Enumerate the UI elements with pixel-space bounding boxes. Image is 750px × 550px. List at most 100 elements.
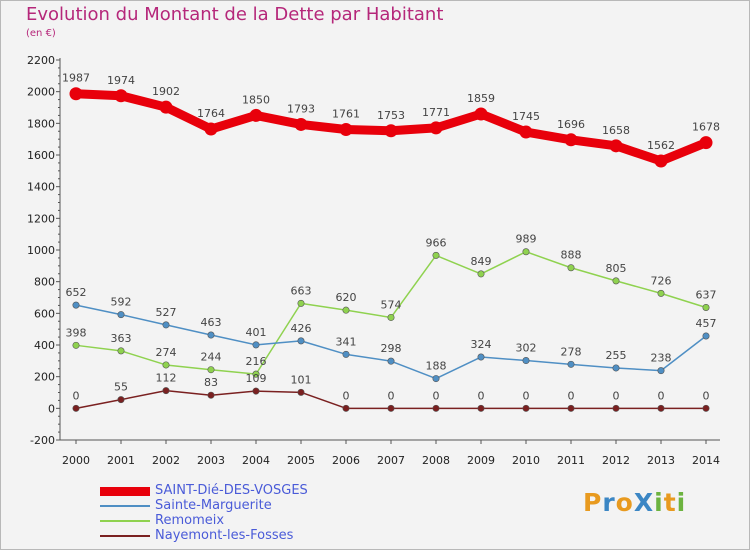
- y-tick-label: 0: [48, 402, 55, 415]
- series-point-2: [297, 299, 305, 307]
- series-point-3: [387, 404, 395, 412]
- y-tick-label: 2000: [27, 86, 55, 99]
- series-point-0: [69, 87, 83, 101]
- series-point-3: [162, 387, 170, 395]
- x-tick-label: 2003: [197, 454, 225, 467]
- series-point-0: [519, 125, 533, 139]
- series-point-0: [384, 124, 398, 138]
- series-point-3: [297, 388, 305, 396]
- series-point-3: [522, 404, 530, 412]
- y-tick-label: 1800: [27, 117, 55, 130]
- y-tick-label: 400: [34, 339, 55, 352]
- y-tick-label: 1000: [27, 244, 55, 257]
- series-point-2: [162, 361, 170, 369]
- data-label-1: 426: [291, 322, 312, 335]
- series-point-1: [297, 337, 305, 345]
- logo-letter: i: [654, 488, 664, 517]
- series-point-2: [612, 277, 620, 285]
- data-label-0: 1753: [377, 109, 405, 122]
- series-point-1: [477, 353, 485, 361]
- logo-letter: X: [633, 488, 655, 517]
- series-point-3: [72, 404, 80, 412]
- data-label-0: 1658: [602, 124, 630, 137]
- x-tick-label: 2000: [62, 454, 90, 467]
- legend-swatch-sainte-marguerite: [100, 505, 150, 507]
- data-label-2: 244: [201, 351, 222, 364]
- data-label-2: 574: [381, 298, 402, 311]
- series-point-3: [567, 404, 575, 412]
- series-point-0: [474, 107, 488, 121]
- x-tick-label: 2005: [287, 454, 315, 467]
- x-tick-label: 2011: [557, 454, 585, 467]
- data-label-0: 1761: [332, 108, 360, 121]
- y-tick-label: 1400: [27, 181, 55, 194]
- series-point-1: [567, 360, 575, 368]
- y-tick-label: 200: [34, 371, 55, 384]
- data-label-0: 1745: [512, 110, 540, 123]
- chart-subtitle: (en €): [26, 28, 56, 39]
- series-point-0: [339, 123, 353, 137]
- data-label-0: 1974: [107, 74, 135, 87]
- series-point-3: [207, 391, 215, 399]
- data-label-2: 989: [516, 233, 537, 246]
- series-point-2: [342, 306, 350, 314]
- series-point-2: [522, 248, 530, 256]
- data-label-2: 726: [651, 274, 672, 287]
- legend-swatch-nayemont: [100, 535, 150, 537]
- data-label-3: 0: [568, 389, 575, 402]
- data-label-1: 592: [111, 296, 132, 309]
- series-point-1: [252, 341, 260, 349]
- data-label-2: 620: [336, 291, 357, 304]
- x-tick-label: 2010: [512, 454, 540, 467]
- data-label-2: 216: [246, 355, 267, 368]
- data-label-3: 0: [343, 389, 350, 402]
- data-label-1: 278: [561, 345, 582, 358]
- data-label-3: 0: [433, 389, 440, 402]
- series-point-2: [72, 341, 80, 349]
- data-label-3: 0: [658, 389, 665, 402]
- data-label-0: 1793: [287, 102, 315, 115]
- series-point-0: [249, 108, 263, 122]
- proxiti-logo: ProXiti: [583, 488, 686, 517]
- x-tick-label: 2006: [332, 454, 360, 467]
- series-point-0: [429, 121, 443, 135]
- series-point-2: [387, 313, 395, 321]
- data-label-1: 401: [246, 326, 267, 339]
- logo-letter: P: [583, 488, 603, 517]
- data-label-3: 112: [156, 372, 177, 385]
- series-point-2: [702, 303, 710, 311]
- series-point-2: [567, 264, 575, 272]
- series-point-2: [432, 251, 440, 259]
- data-label-3: 0: [613, 389, 620, 402]
- data-label-2: 398: [66, 326, 87, 339]
- series-point-1: [432, 375, 440, 383]
- data-label-3: 83: [204, 376, 218, 389]
- logo-letter: i: [676, 488, 687, 517]
- series-point-0: [609, 139, 623, 153]
- data-label-1: 527: [156, 306, 177, 319]
- data-label-2: 849: [471, 255, 492, 268]
- data-label-0: 1764: [197, 107, 225, 120]
- y-tick-label: 2200: [27, 54, 55, 67]
- data-label-1: 255: [606, 349, 627, 362]
- data-label-1: 238: [651, 352, 672, 365]
- series-point-0: [159, 100, 173, 114]
- series-point-1: [522, 357, 530, 365]
- data-label-2: 663: [291, 284, 312, 297]
- data-label-1: 652: [66, 286, 87, 299]
- data-label-2: 637: [696, 288, 717, 301]
- y-tick-label: 1200: [27, 212, 55, 225]
- legend-label-nayemont: Nayemont-les-Fosses: [155, 528, 294, 543]
- logo-letter: o: [615, 488, 634, 517]
- series-point-2: [477, 270, 485, 278]
- series-point-1: [612, 364, 620, 372]
- data-label-1: 324: [471, 338, 492, 351]
- series-point-3: [117, 396, 125, 404]
- data-label-3: 0: [523, 389, 530, 402]
- series-point-1: [387, 357, 395, 365]
- series-point-3: [612, 404, 620, 412]
- data-label-0: 1678: [692, 121, 720, 134]
- data-label-3: 0: [478, 389, 485, 402]
- series-point-0: [564, 133, 578, 147]
- chart-title: Evolution du Montant de la Dette par Hab…: [26, 4, 444, 25]
